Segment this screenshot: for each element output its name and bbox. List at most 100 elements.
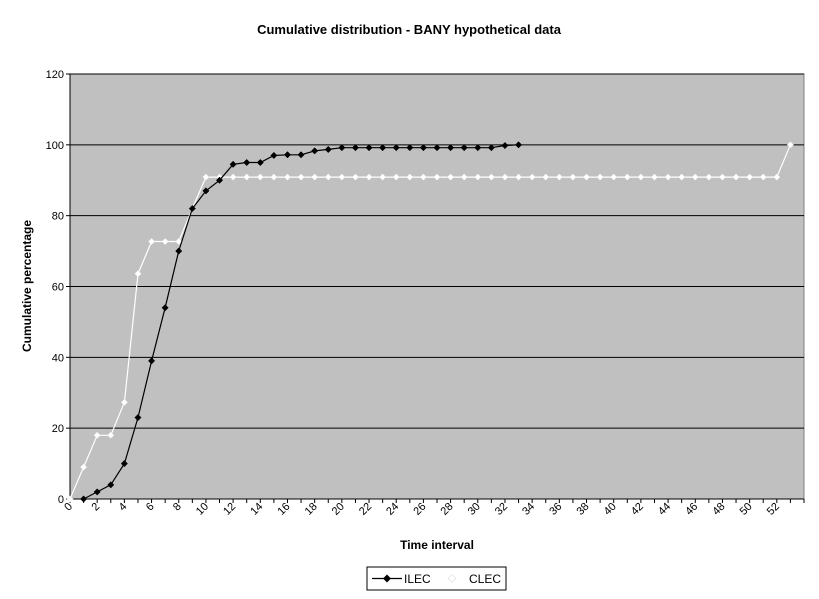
x-tick-label: 36 [547, 501, 564, 518]
x-tick-label: 24 [384, 501, 401, 518]
legend-marker-ilec [383, 574, 391, 583]
data-point-clec [582, 173, 591, 181]
x-axis-title: Time interval [400, 538, 474, 552]
data-point-ilec [202, 187, 210, 195]
x-tick-label: 0 [62, 501, 75, 514]
data-point-clec [311, 173, 319, 181]
data-point-clec [555, 173, 563, 181]
data-point-clec [243, 173, 251, 181]
data-point-clec [229, 173, 237, 181]
series-ilec [80, 141, 523, 503]
data-point-clec [419, 173, 427, 181]
data-point-ilec [188, 205, 196, 213]
data-point-ilec [460, 144, 468, 152]
x-tick-label: 14 [248, 501, 265, 518]
data-point-ilec [311, 147, 319, 155]
data-point-ilec [283, 151, 292, 159]
y-tick-label: 120 [46, 69, 64, 81]
data-point-ilec [447, 144, 455, 152]
data-point-clec [93, 431, 101, 439]
y-tick-label: 20 [52, 423, 64, 435]
data-point-ilec [134, 413, 142, 422]
x-tick-label: 2 [89, 501, 102, 514]
y-tick-label: 0 [58, 494, 64, 506]
data-point-clec [120, 398, 128, 406]
data-point-clec [732, 173, 740, 181]
data-point-clec [718, 173, 726, 181]
y-tick-label: 100 [46, 140, 64, 152]
y-tick-label: 80 [52, 211, 64, 223]
x-tick-label: 20 [330, 501, 347, 518]
data-point-clec [650, 173, 659, 181]
y-axis-ticks: 0 20 40 60 80 100 120 [46, 69, 70, 506]
data-point-clec [324, 173, 332, 181]
data-point-clec [433, 173, 441, 181]
data-point-clec [365, 173, 373, 181]
data-point-clec [202, 173, 210, 181]
x-tick-label: 16 [275, 501, 292, 518]
data-point-clec [610, 173, 618, 181]
x-tick-label: 4 [117, 501, 130, 514]
data-point-clec [161, 237, 169, 246]
data-point-ilec [501, 141, 509, 150]
data-point-ilec [351, 144, 359, 152]
data-point-ilec [515, 141, 523, 149]
data-point-clec [637, 173, 645, 181]
data-point-clec [569, 173, 577, 181]
data-point-ilec [175, 247, 183, 255]
data-point-ilec [148, 357, 156, 365]
data-point-clec [705, 173, 713, 181]
data-point-clec [773, 173, 781, 181]
data-point-clec [596, 173, 604, 181]
data-point-ilec [433, 144, 441, 152]
data-point-ilec [324, 145, 332, 153]
x-tick-label: 50 [738, 501, 755, 518]
legend-marker-clec [447, 574, 457, 583]
data-point-ilec [365, 144, 373, 152]
data-point-ilec [338, 144, 346, 152]
x-tick-label: 18 [303, 501, 320, 518]
data-point-ilec [474, 144, 482, 152]
x-tick-label: 52 [765, 501, 782, 518]
x-tick-label: 38 [574, 501, 591, 518]
data-point-ilec [93, 488, 101, 496]
data-point-clec [542, 173, 550, 181]
data-point-ilec [487, 144, 495, 152]
x-tick-label: 40 [602, 501, 619, 518]
data-point-clec [297, 173, 305, 181]
data-point-ilec [406, 144, 414, 152]
x-tick-label: 26 [411, 501, 428, 518]
data-point-clec [283, 173, 292, 181]
data-point-clec [691, 173, 699, 181]
data-point-clec [678, 173, 686, 181]
data-point-ilec [161, 304, 169, 312]
data-point-clec [406, 173, 414, 181]
x-tick-label: 44 [656, 501, 673, 518]
data-point-clec [786, 141, 794, 149]
y-tick-label: 60 [52, 282, 64, 294]
x-tick-label: 28 [439, 501, 456, 518]
data-point-clec [351, 173, 359, 181]
data-point-clec [256, 173, 264, 181]
data-point-clec [664, 173, 672, 181]
data-point-clec [175, 237, 183, 246]
data-point-clec [338, 173, 346, 181]
data-point-ilec [243, 158, 251, 167]
x-tick-label: 6 [144, 501, 157, 514]
x-tick-label: 22 [357, 501, 374, 518]
y-tick-label: 40 [52, 352, 64, 364]
data-point-clec [746, 173, 754, 181]
data-point-ilec [419, 144, 427, 152]
data-point-clec [107, 431, 115, 439]
legend-label-ilec: ILEC [404, 572, 431, 586]
chart-title: Cumulative distribution - BANY hypotheti… [257, 22, 562, 37]
legend: ILEC CLEC [366, 566, 507, 591]
x-tick-label: 10 [194, 501, 211, 518]
data-point-ilec [256, 158, 264, 167]
data-point-clec [474, 173, 482, 181]
data-point-clec [487, 173, 495, 181]
data-point-clec [148, 237, 156, 246]
y-axis-title: Cumulative percentage [20, 220, 34, 352]
x-tick-label: 8 [171, 501, 184, 514]
